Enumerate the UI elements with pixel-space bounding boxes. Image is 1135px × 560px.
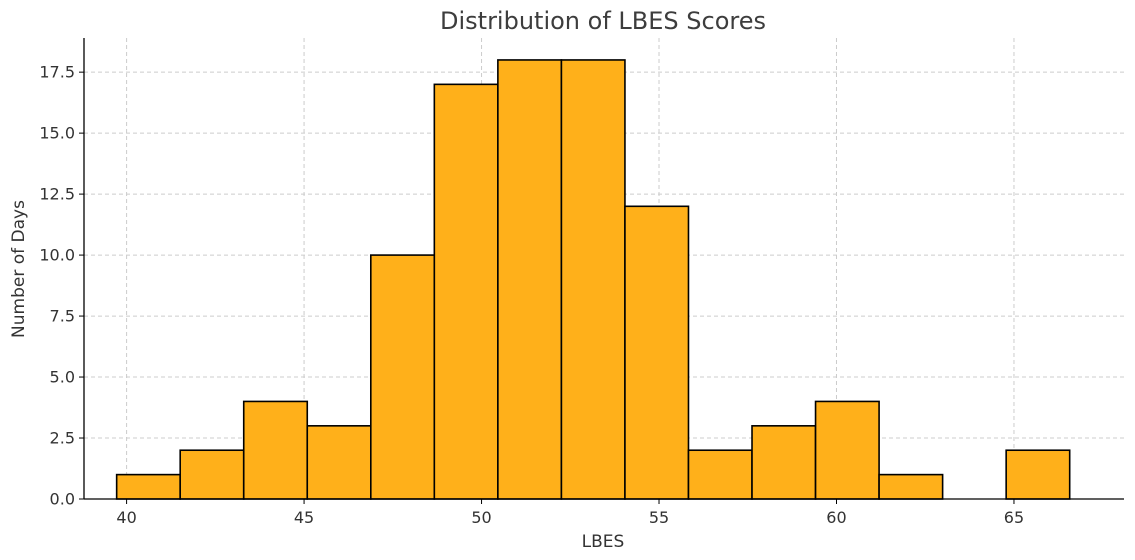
histogram-bar [624,205,690,500]
histogram-bar [687,449,753,500]
histogram-bar [497,59,563,500]
x-tick-label: 55 [649,508,669,527]
histogram-bar [751,425,817,500]
x-tick-label: 40 [116,508,136,527]
x-tick-label: 50 [471,508,491,527]
histogram-bar [878,473,944,500]
y-axis-label: Number of Days [9,200,29,338]
histogram-bar [242,400,309,500]
y-axis-ticks: 0.0 2.5 5.0 7.5 10.0 12.5 15.0 17.5 [39,63,84,509]
x-tick-label: 60 [826,508,846,527]
y-tick-label: 12.5 [39,185,75,204]
chart-title: Distribution of LBES Scores [440,7,766,35]
histogram-bar [1005,449,1071,500]
histogram-bar [560,59,626,500]
y-tick-label: 7.5 [50,307,75,326]
histogram-bar [814,400,880,500]
y-tick-label: 5.0 [50,368,75,387]
x-axis-label: LBES [582,532,625,552]
histogram-bar [179,449,245,500]
histogram-bar [433,83,499,500]
histogram-bar [115,473,181,500]
x-axis-ticks: 40 45 50 55 60 65 [116,499,1024,527]
x-tick-label: 65 [1004,508,1024,527]
y-tick-label: 10.0 [39,246,75,265]
y-tick-label: 0.0 [50,490,75,509]
axes [83,38,1124,500]
histogram-bar [306,425,372,500]
y-tick-label: 2.5 [50,429,75,448]
x-tick-label: 45 [294,508,314,527]
histogram-bar [369,254,436,500]
y-tick-label: 15.0 [39,124,75,143]
y-tick-label: 17.5 [39,63,75,82]
histogram-bars [115,59,1071,500]
